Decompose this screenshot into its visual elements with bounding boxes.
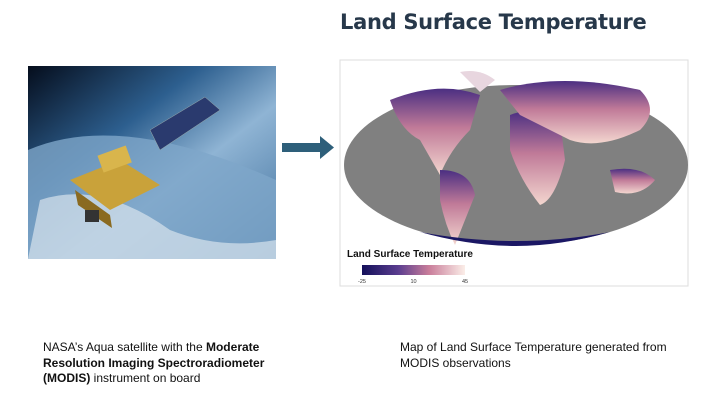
legend-tick-label: 45 [462, 279, 468, 285]
caption-text: instrument on board [90, 371, 201, 385]
colorbar [362, 265, 465, 275]
satellite-photo [28, 66, 276, 259]
legend-title: Land Surface Temperature [347, 249, 473, 260]
slide-title: Land Surface Temperature [340, 10, 647, 34]
caption-text: NASA’s Aqua satellite with the [43, 340, 206, 354]
left-caption: NASA’s Aqua satellite with the Moderate … [43, 340, 293, 387]
arrow [282, 136, 334, 159]
legend-tick-label: 10 [410, 279, 416, 285]
legend-tick-label: -25 [358, 279, 366, 285]
caption-bold: Moderate Resolution Imaging Spectroradio… [43, 340, 265, 385]
map-figure: Land Surface Temperature -25 10 45 [339, 59, 689, 287]
right-caption: Map of Land Surface Temperature generate… [400, 340, 667, 370]
